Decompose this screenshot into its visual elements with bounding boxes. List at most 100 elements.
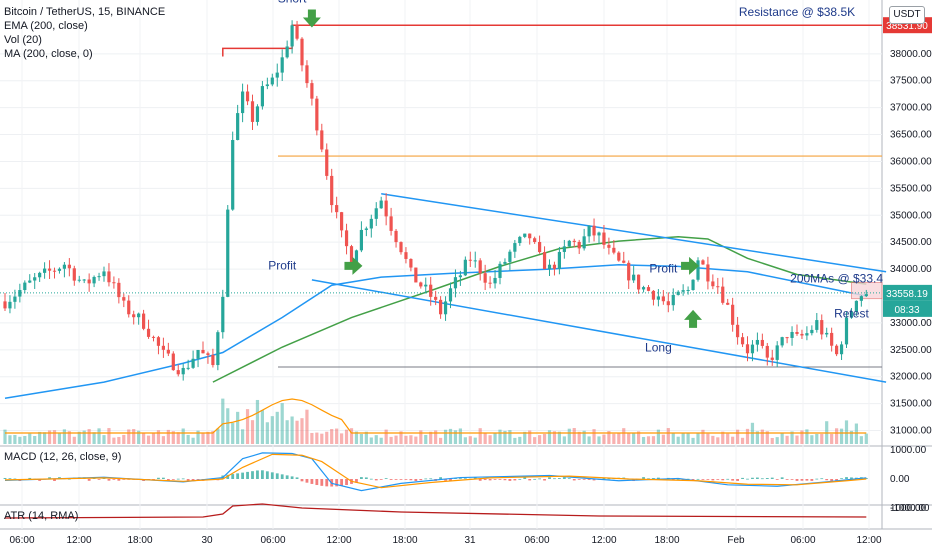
time-tick-label: 06:00	[260, 535, 285, 546]
candle-body	[414, 267, 418, 283]
volume-bar	[686, 432, 690, 444]
volume-bar	[142, 432, 146, 444]
currency-button[interactable]: USDT	[889, 6, 925, 24]
volume-bar	[300, 418, 304, 444]
volume-bar	[52, 430, 57, 444]
volume-bar	[726, 433, 730, 444]
volume-bars	[3, 398, 868, 444]
volume-bar	[23, 435, 27, 444]
volume-bar	[602, 434, 606, 444]
macd-histogram-bar	[741, 477, 744, 479]
candle-body	[245, 91, 250, 102]
macd-histogram-bar	[850, 477, 853, 479]
symbol-title[interactable]: Bitcoin / TetherUS, 15, BINANCE	[4, 6, 166, 18]
macd-histogram-bar	[310, 479, 314, 484]
volume-bar	[864, 433, 868, 444]
volume-bar	[62, 429, 66, 444]
volume-bar	[310, 432, 314, 444]
volume-bar	[72, 436, 76, 444]
candle-body	[820, 320, 824, 335]
macd-histogram-bar	[508, 479, 512, 481]
candle-body	[419, 282, 423, 287]
volume-bar	[528, 430, 532, 444]
macd-histogram-bar	[28, 477, 32, 479]
candle-body	[132, 314, 136, 318]
volume-bar	[117, 436, 121, 444]
candle-body	[523, 233, 527, 237]
candle-body	[280, 57, 284, 73]
macd-histogram-bar	[513, 479, 517, 481]
candle-body	[839, 344, 844, 355]
volume-bar	[513, 437, 517, 444]
macd-histogram-bar	[419, 479, 423, 481]
candle-body	[389, 216, 393, 231]
volume-bar	[87, 429, 91, 444]
macd-histogram-bar	[394, 479, 398, 480]
macd-legend[interactable]: MACD (12, 26, close, 9)	[4, 451, 122, 463]
volume-bar	[67, 431, 71, 444]
candle-body	[478, 260, 482, 274]
macd-histogram-bar	[815, 478, 819, 480]
vol-legend[interactable]: Vol (20)	[4, 34, 42, 46]
volume-bar	[77, 431, 81, 444]
volume-bar	[112, 437, 116, 444]
countdown-tag-bg	[883, 300, 932, 317]
volume-bar	[290, 416, 294, 444]
candle-body	[359, 229, 363, 251]
volume-bar	[82, 430, 86, 444]
macd-histogram-bar	[820, 478, 824, 480]
volume-bar	[478, 428, 482, 444]
volume-bar	[765, 431, 769, 444]
macd-histogram-bar	[176, 478, 180, 480]
candle-body	[404, 252, 408, 259]
candle-body	[622, 260, 626, 263]
ema-legend[interactable]: EMA (200, close)	[4, 20, 88, 32]
candle-body	[780, 337, 784, 346]
macd-histogram-bar	[364, 477, 368, 479]
macd-histogram-bar	[785, 479, 789, 480]
atr-pane	[4, 503, 867, 519]
candle-body	[696, 260, 700, 280]
volume-bar	[13, 434, 17, 444]
macd-histogram-bar	[87, 479, 91, 481]
ema-200-line	[4, 264, 867, 399]
volume-bar	[38, 431, 42, 444]
macd-histogram-bar	[840, 478, 843, 480]
volume-bar	[443, 429, 448, 444]
candle-body	[409, 258, 413, 268]
volume-bar	[612, 433, 616, 444]
macd-histogram-bar	[300, 479, 304, 482]
candles	[3, 20, 868, 381]
volume-bar	[285, 420, 289, 444]
macd-histogram-bar	[558, 478, 561, 479]
candle-body	[191, 358, 195, 368]
macd-histogram-bar	[602, 477, 606, 479]
candle-body	[790, 331, 794, 338]
candle-body	[716, 286, 720, 288]
ma-legend[interactable]: MA (200, close, 0)	[4, 48, 93, 60]
candle-body	[97, 276, 101, 278]
volume-bar	[132, 429, 136, 444]
macd-histogram-bar	[795, 479, 799, 481]
last-price-tag-bg	[883, 284, 932, 301]
candle-body	[835, 345, 839, 355]
candle-body	[731, 304, 735, 325]
macd-histogram-bar	[3, 477, 7, 479]
price-tick-label: 33000.00	[890, 318, 932, 329]
candle-body	[236, 113, 240, 140]
atr-legend[interactable]: ATR (14, RMA)	[4, 510, 79, 522]
volume-bar	[498, 429, 502, 444]
candle-body	[859, 296, 863, 301]
volume-bar	[805, 429, 809, 444]
macd-histogram-bar	[696, 478, 700, 480]
volume-bar	[562, 436, 566, 444]
candle-body	[122, 297, 126, 301]
candle-body	[344, 230, 349, 247]
time-tick-label: 18:00	[127, 535, 152, 546]
candle-body	[498, 263, 502, 278]
volume-bar	[320, 433, 324, 444]
volume-bar	[434, 430, 438, 444]
macd-histogram-bar	[122, 479, 126, 480]
volume-bar	[716, 437, 720, 444]
